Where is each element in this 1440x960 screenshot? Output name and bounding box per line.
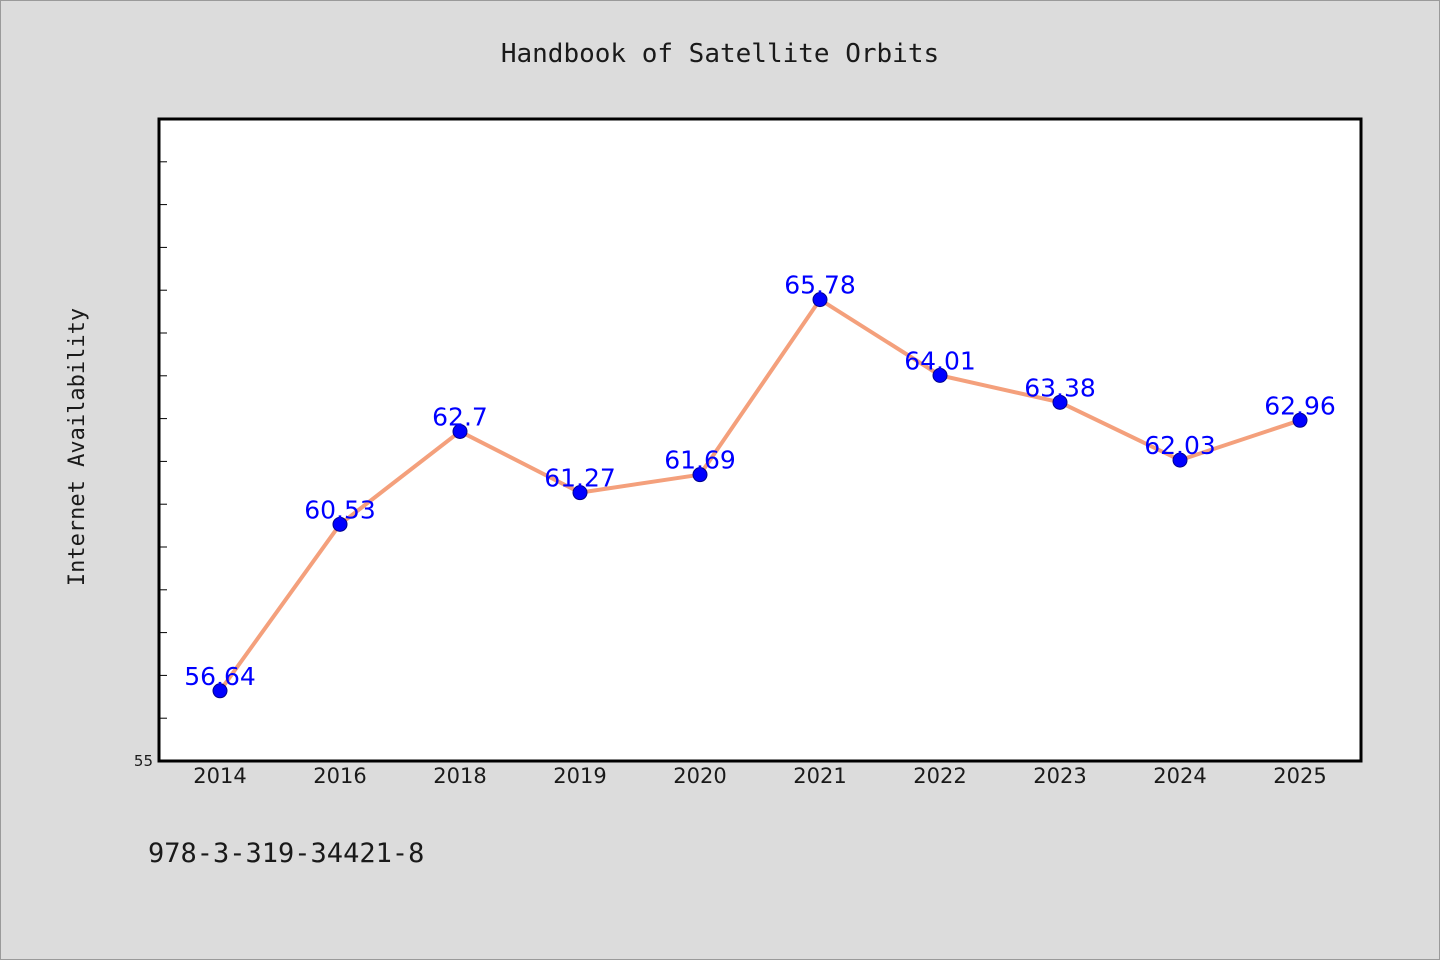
isbn-label: 978-3-319-34421-8 <box>148 838 424 869</box>
data-point-marker <box>1172 452 1188 468</box>
data-point-marker <box>1052 394 1068 410</box>
x-tick-label: 2016 <box>313 764 366 788</box>
x-tick-label: 2022 <box>913 764 966 788</box>
x-tick-label: 2021 <box>793 764 846 788</box>
data-label: 61.27 <box>544 464 616 493</box>
x-tick-label: 2018 <box>433 764 486 788</box>
plot-area <box>157 117 1363 763</box>
data-point-marker <box>212 683 228 699</box>
data-point-marker <box>932 367 948 383</box>
series-line <box>218 297 1301 692</box>
data-label: 64.01 <box>904 346 976 375</box>
data-label: 62.7 <box>432 402 488 431</box>
data-point-marker <box>572 485 588 501</box>
data-point-marker <box>332 516 348 532</box>
x-tick-label: 2020 <box>673 764 726 788</box>
data-label: 65.78 <box>784 271 856 300</box>
x-tick-label: 2014 <box>193 764 246 788</box>
data-label: 62.03 <box>1144 431 1216 460</box>
data-label: 63.38 <box>1024 373 1096 402</box>
y-tick-label: 55 <box>134 752 153 770</box>
data-point-marker <box>452 423 468 439</box>
data-label: 62.96 <box>1264 391 1336 420</box>
x-tick-label: 2025 <box>1273 764 1326 788</box>
data-point-marker <box>692 467 708 483</box>
y-axis-ticks: 55 <box>134 161 167 770</box>
y-axis-label: Internet Availability <box>65 308 90 586</box>
series-line-group: 56.64 60.53 62.7 61.27 61.69 65.78 64.01 63.38 6… <box>184 271 1336 699</box>
x-tick-label: 2019 <box>553 764 606 788</box>
data-label: 56.64 <box>184 662 256 691</box>
data-label: 61.69 <box>664 446 736 475</box>
chart-title: Handbook of Satellite Orbits <box>501 39 939 69</box>
data-point-marker <box>812 292 828 308</box>
data-label: 60.53 <box>304 495 376 524</box>
x-tick-label: 2024 <box>1153 764 1206 788</box>
x-tick-label: 2023 <box>1033 764 1086 788</box>
data-point-marker <box>1292 412 1308 428</box>
x-axis-ticks: 2014 2016 2018 2019 2020 2021 2022 2023 2024 2025 <box>193 764 1326 788</box>
